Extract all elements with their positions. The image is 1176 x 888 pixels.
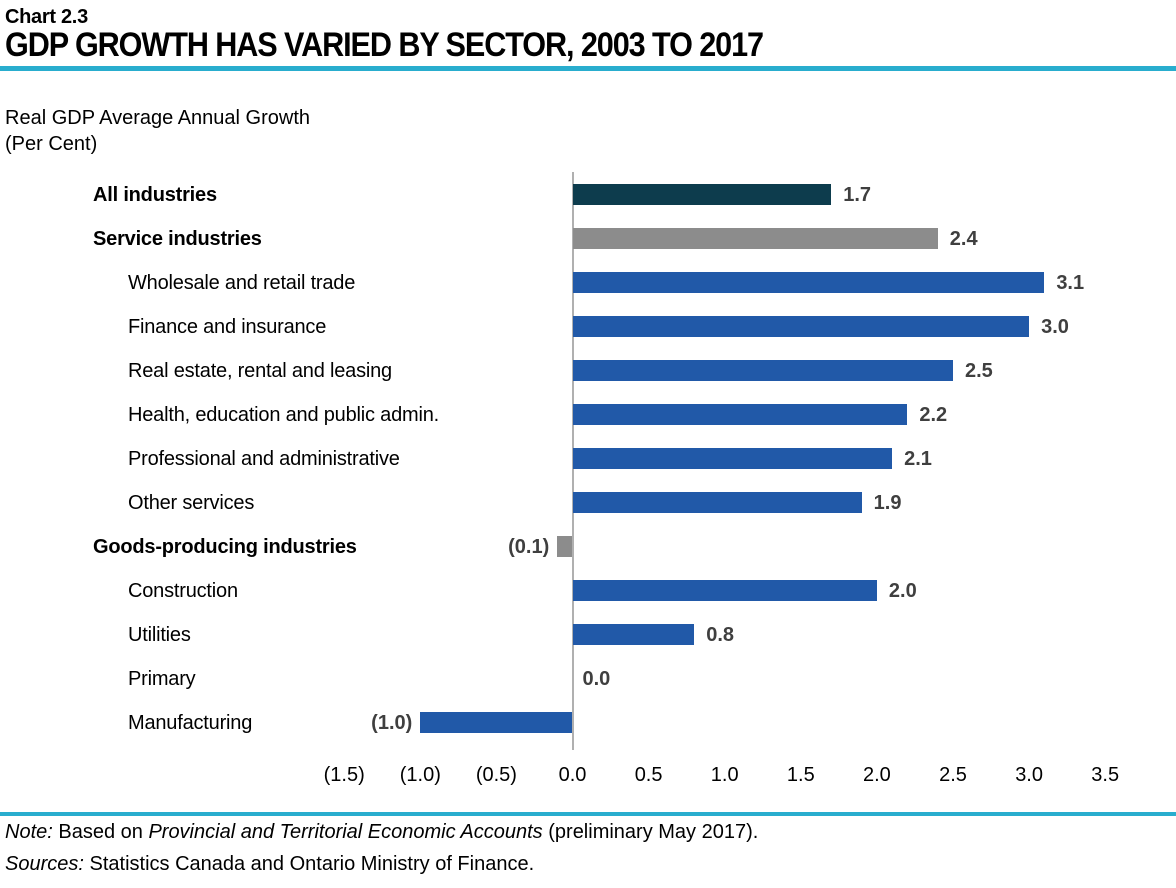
category-label: Construction (128, 580, 238, 602)
value-label: 0.0 (582, 668, 611, 690)
x-tick-label: 3.5 (1091, 764, 1120, 786)
chart-row: Real estate, rental and leasing 2.5 (0, 349, 1176, 393)
value-label: 2.4 (949, 228, 978, 250)
note-text: Note: Based on Provincial and Territoria… (5, 820, 758, 844)
sources-body: Statistics Canada and Ontario Ministry o… (83, 853, 535, 875)
bar (557, 536, 573, 557)
x-tick-label: (1.5) (323, 764, 365, 786)
category-label: Professional and administrative (128, 448, 400, 470)
bar (572, 184, 832, 205)
category-label: Other services (128, 492, 255, 514)
value-label: 2.1 (904, 448, 932, 470)
value-label: 3.1 (1056, 272, 1085, 294)
x-tick-label: 0.5 (634, 764, 663, 786)
axis-title-line1: Real GDP Average Annual Growth (5, 107, 310, 129)
bar (420, 712, 573, 733)
chart-row: Finance and insurance 3.0 (0, 305, 1176, 349)
category-label: Wholesale and retail trade (128, 272, 356, 294)
bar (572, 448, 893, 469)
category-label: Finance and insurance (128, 316, 327, 338)
note-suffix: (preliminary May 2017). (542, 821, 759, 843)
bar (572, 624, 695, 645)
value-label: (1.0) (371, 712, 413, 734)
chart-row: Wholesale and retail trade 3.1 (0, 261, 1176, 305)
value-label: 3.0 (1041, 316, 1069, 338)
chart-row: Professional and administrative 2.1 (0, 437, 1176, 481)
x-tick-label: 0.0 (558, 764, 587, 786)
note-source-title: Provincial and Territorial Economic Acco… (148, 821, 543, 843)
bar (572, 580, 877, 601)
bar (572, 404, 908, 425)
category-label: Health, education and public admin. (128, 404, 439, 426)
bar (572, 360, 953, 381)
chart-row: Health, education and public admin. 2.2 (0, 393, 1176, 437)
category-label: Service industries (93, 228, 262, 250)
category-label: Primary (128, 668, 196, 690)
x-tick-label: (1.0) (399, 764, 441, 786)
category-label: Real estate, rental and leasing (128, 360, 392, 382)
value-label: 2.5 (965, 360, 993, 382)
chart-number: Chart 2.3 (5, 6, 88, 28)
x-tick-label: 2.0 (862, 764, 891, 786)
accent-rule-top (0, 66, 1176, 71)
value-label: 1.9 (873, 492, 902, 514)
page-title: GDP GROWTH HAS VARIED BY SECTOR, 2003 TO… (5, 26, 764, 64)
category-label: Manufacturing (128, 712, 253, 734)
chart-row: Service industries 2.4 (0, 217, 1176, 261)
x-tick-label: 2.5 (939, 764, 967, 786)
category-label: Goods-producing industries (93, 536, 357, 558)
value-label: 2.2 (919, 404, 948, 426)
bar (572, 316, 1030, 337)
note-label: Note: (5, 821, 53, 843)
x-tick-label: 1.5 (786, 764, 815, 786)
x-tick-label: (0.5) (475, 764, 517, 786)
chart-row: Other services 1.9 (0, 481, 1176, 525)
sources-text: Sources: Statistics Canada and Ontario M… (5, 852, 534, 876)
category-label: Utilities (128, 624, 191, 646)
chart-row: Construction 2.0 (0, 569, 1176, 613)
value-label: (0.1) (508, 536, 550, 558)
chart-row: All industries 1.7 (0, 173, 1176, 217)
axis-title-line2: (Per Cent) (5, 133, 98, 155)
x-tick-label: 3.0 (1015, 764, 1043, 786)
value-label: 0.8 (706, 624, 735, 646)
bar (572, 228, 938, 249)
value-label: 2.0 (888, 580, 917, 602)
bar (572, 272, 1045, 293)
chart-row: Manufacturing (1.0) (0, 701, 1176, 745)
category-label: All industries (93, 184, 217, 206)
chart-row: Utilities 0.8 (0, 613, 1176, 657)
chart-row: Primary 0.0 (0, 657, 1176, 701)
x-tick-label: 1.0 (710, 764, 739, 786)
value-label: 1.7 (843, 184, 872, 206)
bar (572, 492, 862, 513)
note-body: Based on (52, 821, 149, 843)
accent-rule-bottom (0, 812, 1176, 816)
chart-row: Goods-producing industries (0.1) (0, 525, 1176, 569)
sources-label: Sources: (5, 853, 84, 875)
